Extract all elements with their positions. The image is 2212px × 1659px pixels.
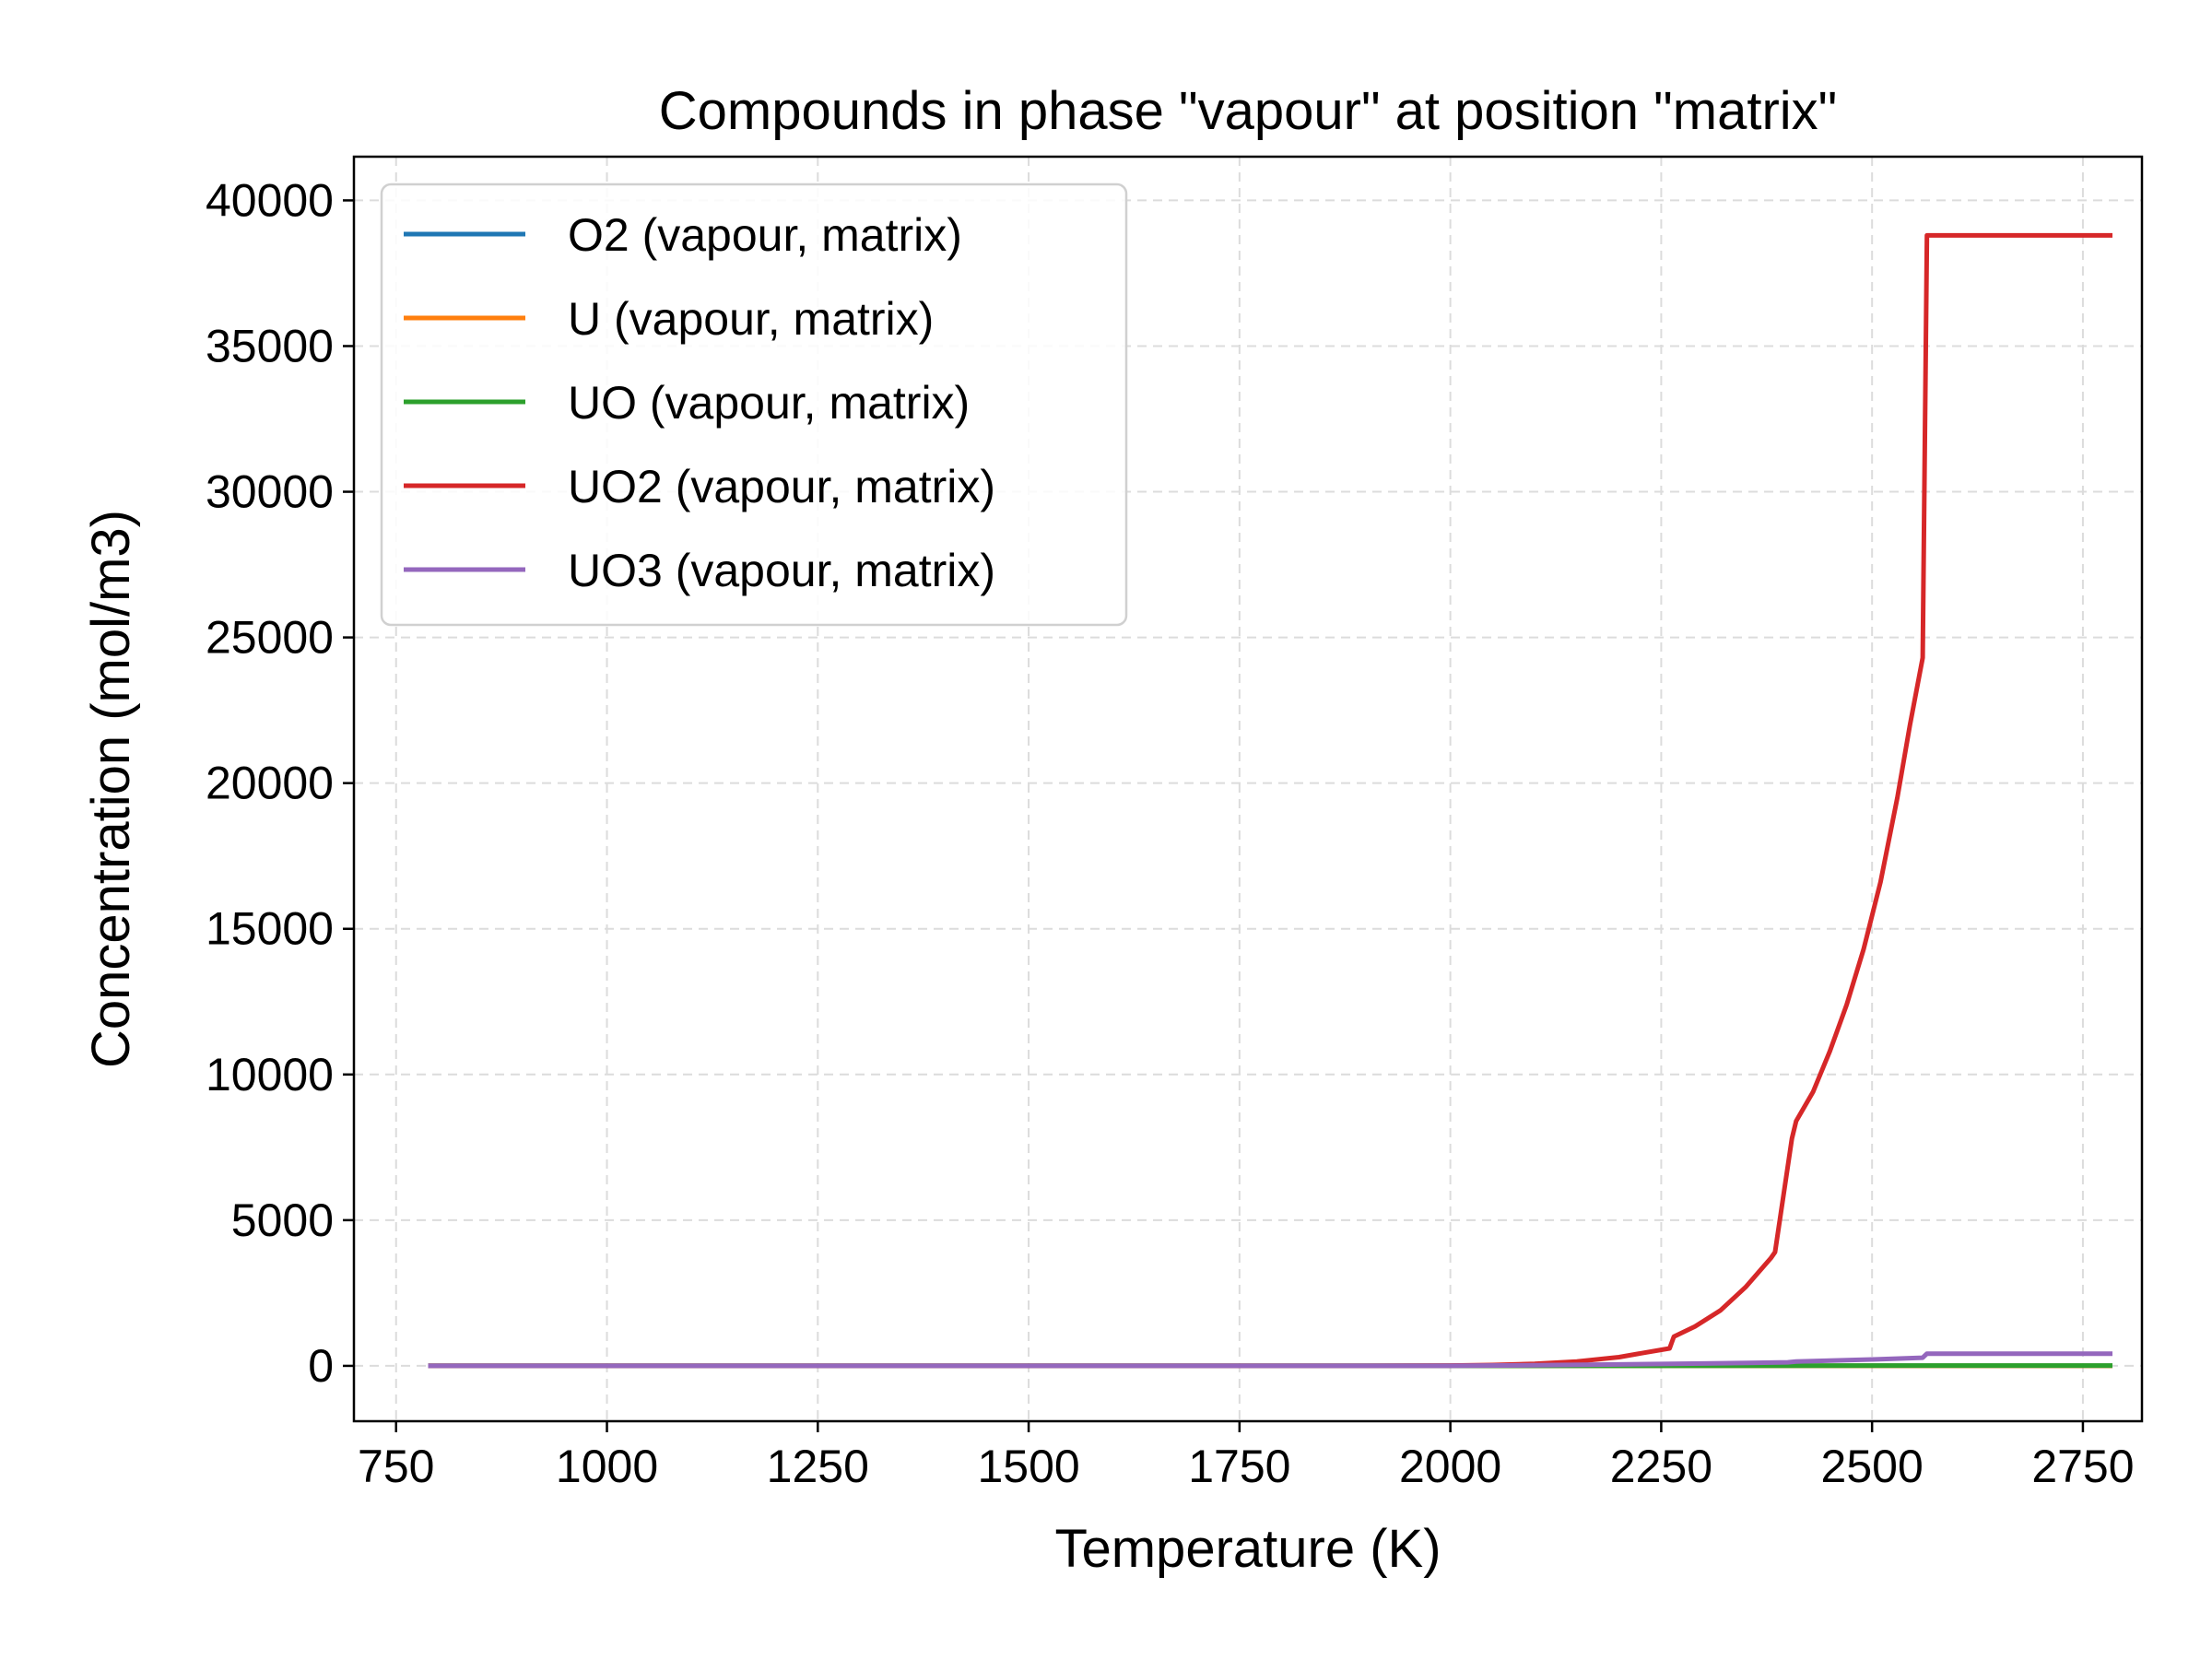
x-tick-label: 2000: [1399, 1441, 1501, 1492]
y-tick-label: 15000: [206, 903, 334, 955]
y-axis-label: Concentration (mol/m3): [81, 510, 141, 1068]
y-tick-label: 20000: [206, 758, 334, 809]
x-tick-label: 1000: [556, 1441, 658, 1492]
series-line-uo3: [428, 1351, 2112, 1369]
y-tick-label: 10000: [206, 1049, 334, 1100]
chart-title: Compounds in phase "vapour" at position …: [659, 81, 1837, 141]
x-tick-label: 2750: [2031, 1441, 2134, 1492]
y-tick-label: 30000: [206, 466, 334, 518]
grid-layer: [354, 157, 2142, 1421]
legend-label-o2: O2 (vapour, matrix): [568, 209, 962, 261]
x-tick-label: 750: [358, 1441, 434, 1492]
x-axis-label: Temperature (K): [1054, 1519, 1441, 1579]
y-tick-label: 5000: [231, 1194, 334, 1246]
x-tick-label: 2500: [1821, 1441, 1924, 1492]
legend-label-uo2: UO2 (vapour, matrix): [568, 461, 995, 512]
x-tick-label: 2250: [1610, 1441, 1712, 1492]
x-tick-label: 1500: [977, 1441, 1079, 1492]
y-tick-label: 25000: [206, 612, 334, 664]
x-tick-label: 1250: [767, 1441, 869, 1492]
series-line-uo2: [428, 232, 2112, 1369]
y-tick-label: 35000: [206, 320, 334, 371]
y-tick-label: 40000: [206, 174, 334, 226]
x-tick-label: 1750: [1188, 1441, 1290, 1492]
legend-label-uo3: UO3 (vapour, matrix): [568, 545, 995, 596]
legend-label-uo: UO (vapour, matrix): [568, 377, 970, 429]
ticks-layer: 750 1000 1250 1500 1750 2000 2250 2500 2750 0 5000…: [206, 174, 2135, 1492]
plot-frame: [352, 155, 2144, 1423]
y-tick-label: 0: [308, 1340, 334, 1392]
legend: O2 (vapour, matrix) U (vapour, matrix) UO …: [380, 182, 1128, 627]
legend-label-u: U (vapour, matrix): [568, 293, 934, 345]
legend-box: [380, 182, 1128, 627]
series-layer: [428, 232, 2112, 1369]
legend-items: O2 (vapour, matrix) U (vapour, matrix) UO …: [404, 209, 995, 596]
